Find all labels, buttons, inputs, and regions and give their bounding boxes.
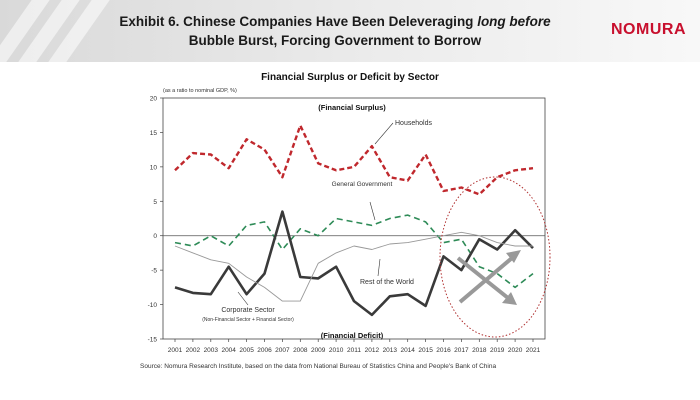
sector-balance-chart: Financial Surplus or Deficit by Sector (… [148,72,551,354]
x-tick-label: 2016 [436,347,451,354]
chart-title: Financial Surplus or Deficit by Sector [261,72,439,83]
corporate-pointer [237,291,249,306]
households-pointer [374,122,394,145]
households-label: Households [395,120,432,127]
x-tick-label: 2014 [400,347,415,354]
x-tick-label: 2007 [275,347,290,354]
rest-of-world-line [174,231,533,302]
y-tick-label: 10 [150,164,158,171]
title-italic: long before [477,14,551,29]
down-arrow-head [502,292,517,305]
x-tick-label: 2005 [239,347,254,354]
deficit-label: (Financial Deficit) [321,331,384,340]
title-line2: Bubble Burst, Forcing Government to Borr… [188,33,482,48]
plot-frame [162,97,546,340]
rest-of-world-pointer [377,258,381,277]
x-tick-label: 2009 [311,347,326,354]
header-banner: Exhibit 6. Chinese Companies Have Been D… [0,0,700,62]
x-tick-label: 2013 [383,347,398,354]
nomura-logo: NOMURA [611,21,686,38]
y-tick-label: 5 [153,199,157,206]
x-tick-label: 2006 [257,347,272,354]
x-tick-label: 2012 [365,347,380,354]
y-tick-label: -15 [148,337,158,344]
y-tick-label: -5 [151,268,157,275]
series-group [174,124,534,317]
x-tick-label: 2015 [418,347,433,354]
government-label: General Government [332,181,393,188]
title-line1: Exhibit 6. Chinese Companies Have Been D… [119,14,478,29]
chart-subtitle: (as a ratio to nominal GDP, %) [163,88,237,94]
x-tick-label: 2008 [293,347,308,354]
y-tick-label: 0 [153,233,157,240]
y-tick-label: 20 [150,96,158,103]
households-line [174,124,534,196]
exhibit-title: Exhibit 6. Chinese Companies Have Been D… [110,12,560,50]
x-tick-label: 2011 [347,347,361,354]
up-arrow-head [506,250,521,263]
x-tick-label: 2001 [168,347,183,354]
x-tick-label: 2003 [204,347,219,354]
crossing-arrows [456,250,521,305]
x-tick-label: 2017 [454,347,469,354]
x-tick-label: 2002 [186,347,201,354]
x-tick-label: 2010 [329,347,344,354]
rest-of-world-label: Rest of the World [360,279,414,286]
down-arrow-shaft [456,256,510,300]
y-tick-label: 15 [150,130,158,137]
corporate-label: Corporate Sector [221,307,275,314]
y-tick-label: -10 [148,302,158,309]
corporate-note: (Non-Financial Sector + Financial Sector… [202,317,294,323]
government-pointer [369,201,376,221]
source-note: Source: Nomura Research Institute, based… [140,363,497,370]
x-tick-label: 2021 [526,347,541,354]
x-tick-label: 2004 [221,347,236,354]
surplus-label: (Financial Surplus) [318,103,386,112]
x-tick-label: 2018 [472,347,487,354]
x-tick-label: 2020 [508,347,523,354]
x-tick-label: 2019 [490,347,505,354]
corporate-line [174,210,534,317]
highlight-ellipse [439,176,551,338]
